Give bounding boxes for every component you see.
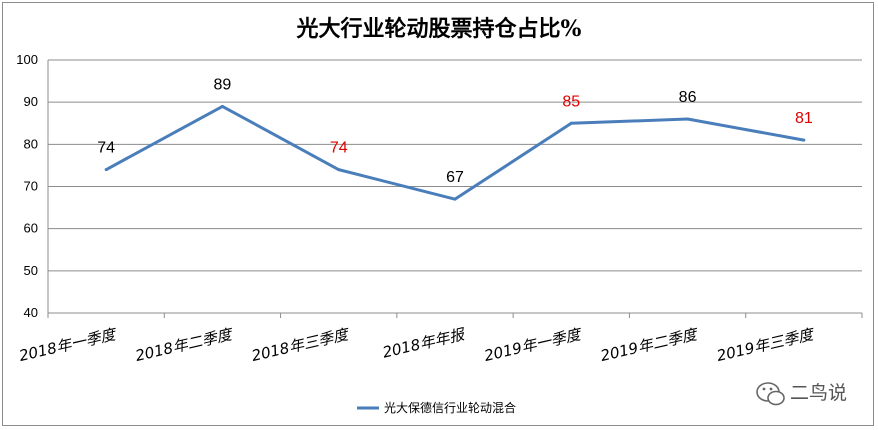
series-layer	[104, 104, 806, 201]
y-tick-label: 70	[24, 179, 38, 194]
data-point	[686, 117, 690, 121]
data-point	[453, 197, 457, 201]
data-point	[337, 168, 341, 172]
x-tick-label: 2018年年报	[381, 325, 468, 362]
y-tick-label: 60	[24, 221, 38, 236]
y-tick-label: 90	[24, 94, 38, 109]
x-tick-label: 2018年二季度	[134, 325, 236, 365]
legend: 光大保德信行业轮动混合	[357, 400, 516, 415]
data-point	[220, 104, 224, 108]
data-label: 81	[795, 110, 813, 127]
x-tick-label: 2018年三季度	[250, 325, 352, 365]
data-point	[569, 121, 573, 125]
y-tick-label: 50	[24, 263, 38, 278]
x-tick-label: 2019年一季度	[482, 325, 584, 365]
x-tick-label: 2018年一季度	[17, 325, 119, 365]
y-axis-ticks: 40 50 60 70 80 90 100	[16, 52, 38, 320]
data-label: 67	[446, 169, 464, 186]
x-axis-ticks: 2018年一季度 2018年二季度 2018年三季度 2018年年报 2019年一季度 2…	[17, 325, 816, 365]
y-tick-label: 40	[24, 305, 38, 320]
y-tick-label: 100	[16, 52, 38, 67]
wechat-icon	[756, 382, 785, 406]
data-point	[104, 168, 108, 172]
x-tick-label: 2019年三季度	[715, 325, 817, 365]
data-label: 74	[97, 140, 115, 157]
watermark-text: 二鸟说	[790, 382, 847, 404]
chart-frame	[2, 2, 874, 426]
gridlines	[47, 59, 863, 318]
data-label: 74	[330, 140, 348, 157]
legend-label: 光大保德信行业轮动混合	[384, 400, 516, 415]
y-tick-label: 80	[24, 136, 38, 151]
data-label: 89	[214, 76, 232, 93]
x-tick-label: 2019年二季度	[599, 325, 701, 365]
data-point	[802, 138, 806, 142]
chart-title: 光大行业轮动股票持仓占比%	[296, 16, 582, 42]
data-labels: 74 89 74 67 85 86 81	[97, 76, 813, 186]
watermark: 二鸟说	[756, 382, 847, 406]
data-label: 86	[679, 89, 697, 106]
data-label: 85	[562, 93, 580, 110]
